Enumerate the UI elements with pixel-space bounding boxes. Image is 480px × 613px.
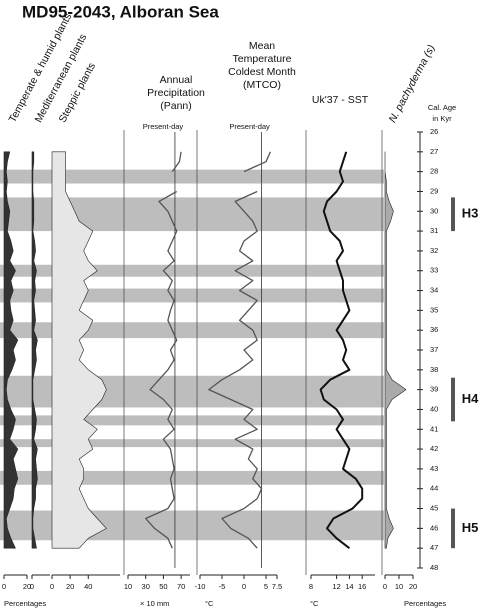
y-tick-label: 28 [430,167,438,176]
y-tick-label: 38 [430,365,438,374]
y-tick-label: 42 [430,444,438,453]
heinrich-band [0,439,384,448]
y-tick-label: 26 [430,127,438,136]
x-tick-label: 8 [309,582,313,591]
y-tick-label: 37 [430,345,438,354]
x-tick-label: 5 [264,582,268,591]
curve-line [145,190,178,549]
x-tick-label: 0 [30,582,34,591]
y-axis-label: in Kyr [432,114,452,123]
heinrich-band [0,169,384,184]
event-label: H4 [462,391,479,406]
panel-label: Mean [249,40,275,52]
y-tick-label: 41 [430,424,438,433]
event-label: H5 [462,520,479,535]
y-tick-label: 35 [430,305,438,314]
event-bar [451,377,455,422]
panel-label: Temperature [233,53,292,65]
panel-label: (Pann) [160,100,192,112]
x-tick-label: 10 [395,582,403,591]
curve-area [3,151,19,549]
x-tick-label: 10 [124,582,132,591]
x-unit: Percentages [4,599,46,608]
curve-area [51,151,107,549]
y-axis-label: Cal. Age [428,103,456,112]
curve-line [171,151,182,172]
curve-line [243,151,271,173]
panel-label: Coldest Month [228,66,296,78]
heinrich-band [0,322,384,339]
x-unit: Percentages [404,599,446,608]
y-tick-label: 43 [430,464,438,473]
panel-label: N. pachyderma (s) [387,43,438,125]
y-tick-label: 48 [430,563,438,572]
y-tick-label: 36 [430,325,438,334]
x-tick-label: 40 [84,582,92,591]
heinrich-band [0,288,384,303]
x-unit: °C [310,599,319,608]
x-tick-label: 16 [358,582,366,591]
x-tick-label: 0 [383,582,387,591]
present-day-label: Present-day [143,122,184,131]
x-tick-label: 20 [23,582,31,591]
curve-line [319,151,364,549]
x-tick-label: -5 [219,582,226,591]
x-tick-label: 20 [409,582,417,591]
y-tick-label: 40 [430,404,438,413]
x-tick-label: 7.5 [272,582,282,591]
y-tick-label: 29 [430,186,438,195]
x-unit: × 10 mm [140,599,169,608]
y-tick-label: 30 [430,206,438,215]
present-day-label: Present-day [229,122,270,131]
curve-area [384,151,407,549]
y-tick-label: 33 [430,266,438,275]
x-tick-label: 20 [66,582,74,591]
x-tick-label: 50 [159,582,167,591]
y-tick-label: 32 [430,246,438,255]
curve-area [31,151,38,549]
y-tick-label: 34 [430,286,438,295]
x-tick-label: 0 [242,582,246,591]
y-tick-label: 45 [430,504,438,513]
y-tick-label: 47 [430,543,438,552]
event-bar [451,197,455,232]
curve-line [208,190,263,549]
heinrich-band [0,264,384,277]
panel-label: Annual [160,74,193,86]
y-tick-label: 46 [430,523,438,532]
panel-label: Uk'37 - SST [312,94,369,106]
y-tick-label: 31 [430,226,438,235]
y-tick-label: 39 [430,385,438,394]
heinrich-band [0,415,384,426]
x-tick-label: 0 [50,582,54,591]
chart-title: MD95-2043, Alboran Sea [22,2,219,21]
x-tick-label: -10 [195,582,206,591]
x-tick-label: 70 [177,582,185,591]
event-label: H3 [462,206,479,221]
y-tick-label: 27 [430,147,438,156]
x-tick-label: 0 [2,582,6,591]
x-tick-label: 14 [345,582,353,591]
y-tick-label: 44 [430,484,438,493]
event-bar [451,508,455,549]
panel-label: Precipitation [147,87,205,99]
x-unit: °C [205,599,214,608]
x-tick-label: 30 [142,582,150,591]
heinrich-band [0,470,384,485]
panel-label: (MTCO) [243,79,281,91]
x-tick-label: 12 [332,582,340,591]
